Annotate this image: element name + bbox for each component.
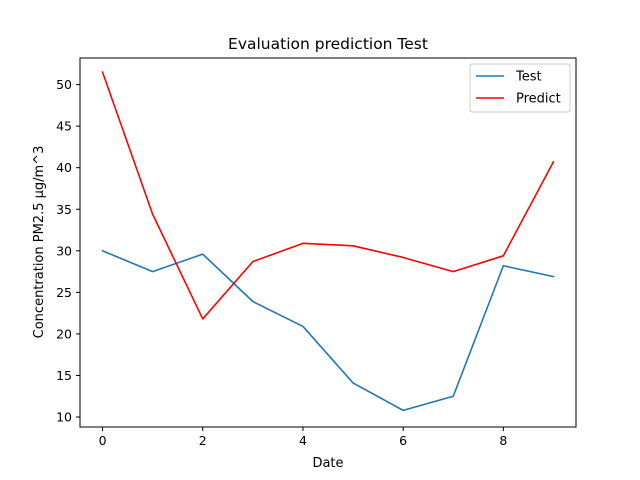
y-axis-label: Concentration PM2.5 μg/m^3	[32, 146, 47, 339]
x-tick-label: 6	[399, 433, 407, 448]
y-tick-label: 20	[56, 326, 72, 341]
series-layer	[101, 71, 555, 412]
x-tick-label: 2	[199, 433, 207, 448]
y-tick-label: 15	[56, 368, 72, 383]
chart-title: Evaluation prediction Test	[228, 35, 428, 53]
y-tick-label: 50	[56, 77, 72, 92]
legend-label-test: Test	[515, 70, 542, 85]
legend-label-predict: Predict	[516, 92, 561, 107]
x-axis-ticks: 0 2 4 6 8	[99, 427, 507, 448]
y-tick-label: 10	[56, 410, 72, 425]
y-tick-label: 35	[56, 202, 72, 217]
legend: Test Predict	[469, 63, 571, 113]
x-tick-label: 4	[299, 433, 307, 448]
y-tick-label: 40	[56, 160, 72, 175]
x-axis-label: Date	[312, 456, 343, 471]
series-line-predict	[101, 71, 555, 320]
y-tick-label: 30	[56, 243, 72, 258]
x-tick-label: 0	[99, 433, 107, 448]
plot-frame	[79, 57, 577, 428]
y-axis-ticks: 10 15 20 25 30 35 40 45 50	[56, 77, 80, 425]
y-tick-label: 25	[56, 285, 72, 300]
x-tick-label: 8	[499, 433, 507, 448]
series-line-test	[101, 249, 555, 412]
y-tick-label: 45	[56, 119, 72, 134]
